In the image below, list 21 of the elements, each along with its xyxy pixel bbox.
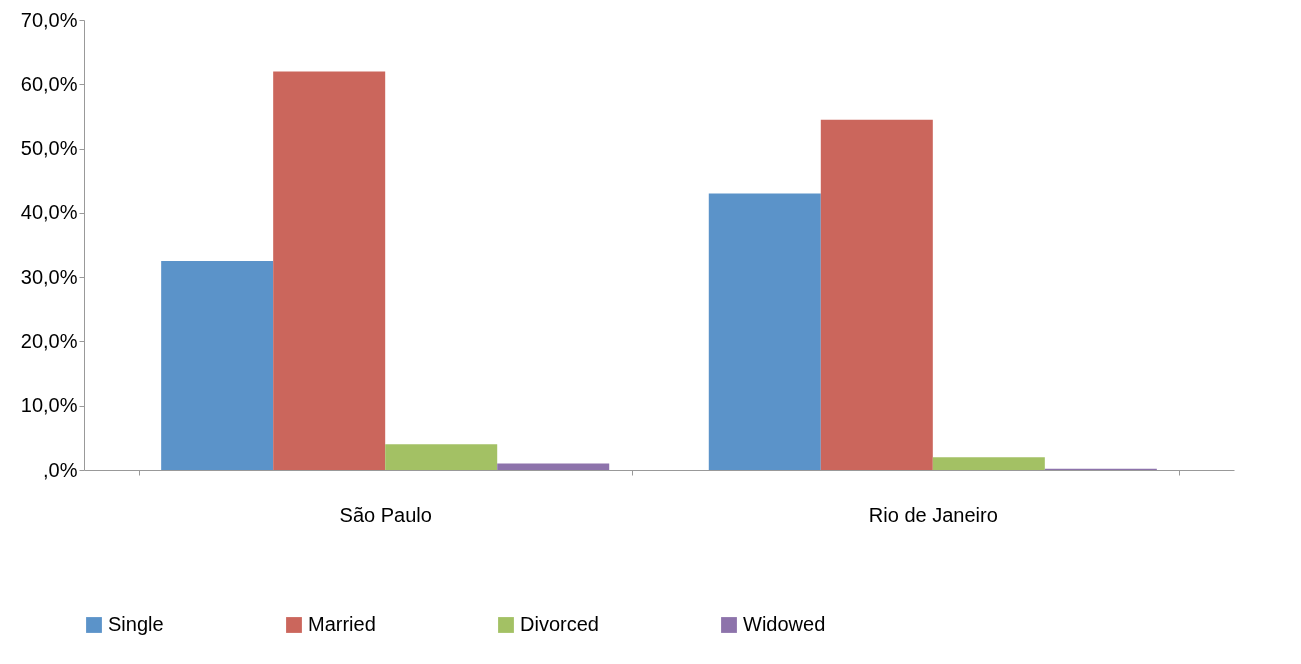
legend-label: Married [308, 613, 376, 635]
x-tick-label: Rio de Janeiro [868, 503, 998, 526]
legend-label: Widowed [743, 613, 826, 635]
y-tick-label: 50,0% [20, 137, 78, 160]
bar [273, 71, 386, 470]
y-tick-label: 70,0% [20, 8, 78, 31]
x-tick-label: São Paulo [339, 503, 432, 526]
bar [161, 261, 274, 470]
bar [385, 444, 498, 470]
y-tick-label: 10,0% [20, 394, 78, 417]
y-tick-label: 40,0% [20, 201, 78, 224]
y-tick-label: 30,0% [20, 265, 78, 288]
bar [932, 457, 1045, 470]
y-tick-label: 20,0% [20, 329, 78, 352]
bar [497, 463, 610, 470]
y-tick-label: ,0% [43, 458, 78, 481]
bar [708, 193, 821, 470]
y-tick-label: 60,0% [20, 72, 78, 95]
bar [820, 119, 933, 470]
legend-label: Divorced [520, 613, 599, 635]
legend-label: Single [108, 613, 164, 635]
